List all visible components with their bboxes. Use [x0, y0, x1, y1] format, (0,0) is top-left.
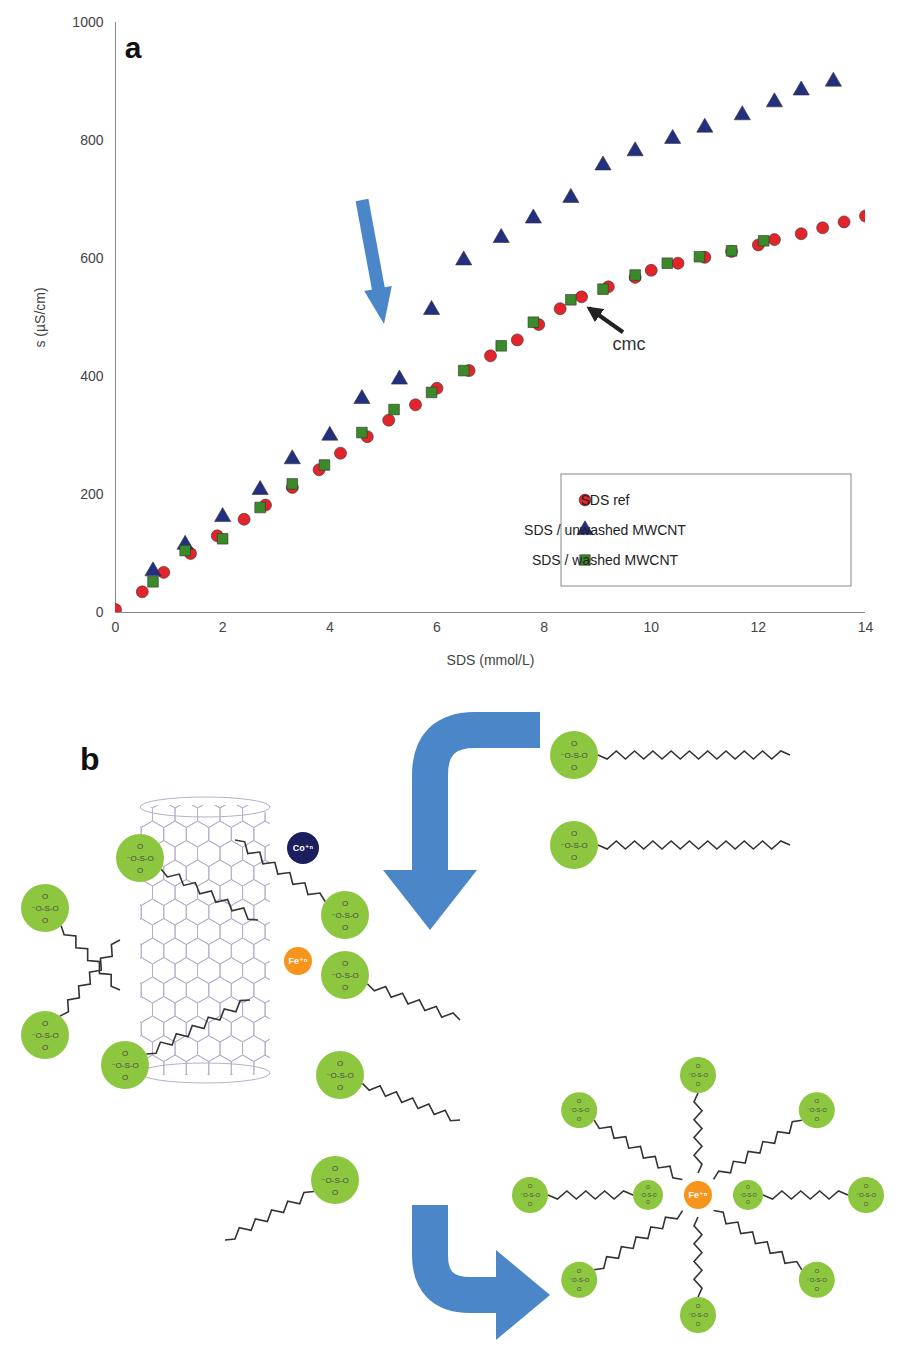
svg-text:⁻O-S-O: ⁻O-S-O — [739, 1192, 756, 1198]
svg-text:O: O — [577, 1286, 582, 1292]
svg-text:⁻O-S-O: ⁻O-S-O — [569, 1107, 590, 1113]
svg-text:⁻O-S-O: ⁻O-S-O — [569, 1277, 590, 1283]
svg-text:⁻O-S-O: ⁻O-S-O — [560, 841, 587, 850]
svg-text:a: a — [125, 31, 142, 64]
svg-text:14: 14 — [858, 619, 874, 635]
svg-text:O: O — [814, 1286, 819, 1292]
svg-text:SDS / unwashed MWCNT: SDS / unwashed MWCNT — [524, 522, 686, 538]
svg-text:⁻O-S-O: ⁻O-S-O — [688, 1312, 709, 1318]
svg-text:400: 400 — [80, 368, 104, 384]
svg-text:O: O — [746, 1199, 750, 1205]
svg-text:O: O — [122, 1049, 128, 1058]
svg-text:SDS / washed MWCNT: SDS / washed MWCNT — [532, 552, 679, 568]
svg-text:Co⁺ⁿ: Co⁺ⁿ — [293, 843, 314, 853]
svg-text:O: O — [42, 892, 48, 901]
svg-text:6: 6 — [433, 619, 441, 635]
svg-text:⁻O-S-O: ⁻O-S-O — [856, 1192, 877, 1198]
svg-text:Fe⁺ⁿ: Fe⁺ⁿ — [689, 1190, 708, 1200]
svg-text:1000: 1000 — [72, 14, 103, 30]
svg-text:O: O — [137, 866, 143, 875]
svg-text:⁻O-S-O: ⁻O-S-O — [807, 1277, 828, 1283]
svg-text:O: O — [332, 1188, 338, 1197]
svg-text:O: O — [577, 1268, 582, 1274]
svg-text:O: O — [337, 1083, 343, 1092]
svg-text:O: O — [864, 1201, 869, 1207]
svg-text:600: 600 — [80, 250, 104, 266]
svg-text:O: O — [814, 1116, 819, 1122]
svg-text:O: O — [696, 1081, 701, 1087]
svg-text:O: O — [696, 1321, 701, 1327]
svg-text:4: 4 — [326, 619, 334, 635]
svg-text:O: O — [342, 899, 348, 908]
svg-text:⁻O-S-O: ⁻O-S-O — [326, 1071, 353, 1080]
svg-text:⁻O-S-O: ⁻O-S-O — [331, 911, 358, 920]
svg-text:0: 0 — [96, 604, 104, 620]
svg-text:2: 2 — [219, 619, 227, 635]
svg-text:8: 8 — [540, 619, 548, 635]
svg-text:SDS ref: SDS ref — [580, 492, 629, 508]
svg-text:Fe⁺ⁿ: Fe⁺ⁿ — [289, 956, 308, 966]
svg-text:O: O — [746, 1184, 750, 1190]
svg-text:O: O — [42, 1043, 48, 1052]
svg-text:⁻O-S-O: ⁻O-S-O — [111, 1061, 138, 1070]
svg-text:O: O — [122, 1073, 128, 1082]
svg-text:⁻O-S-O: ⁻O-S-O — [331, 971, 358, 980]
svg-text:O: O — [42, 1019, 48, 1028]
svg-text:⁻O-S-O: ⁻O-S-O — [639, 1192, 656, 1198]
svg-text:0: 0 — [112, 619, 120, 635]
svg-text:O: O — [814, 1098, 819, 1104]
svg-text:O: O — [571, 739, 577, 748]
svg-text:O: O — [342, 959, 348, 968]
svg-text:O: O — [42, 916, 48, 925]
svg-text:O: O — [571, 829, 577, 838]
svg-text:O: O — [696, 1303, 701, 1309]
svg-text:12: 12 — [751, 619, 767, 635]
svg-text:O: O — [571, 763, 577, 772]
svg-text:O: O — [342, 983, 348, 992]
svg-text:b: b — [80, 741, 100, 777]
svg-text:O: O — [577, 1116, 582, 1122]
svg-text:O: O — [696, 1063, 701, 1069]
svg-text:O: O — [528, 1183, 533, 1189]
svg-text:O: O — [646, 1199, 650, 1205]
svg-text:O: O — [646, 1184, 650, 1190]
svg-text:O: O — [528, 1201, 533, 1207]
svg-text:O: O — [137, 842, 143, 851]
svg-text:⁻O-S-O: ⁻O-S-O — [126, 854, 153, 863]
svg-text:⁻O-S-O: ⁻O-S-O — [560, 751, 587, 760]
svg-text:O: O — [337, 1059, 343, 1068]
svg-text:⁻O-S-O: ⁻O-S-O — [321, 1176, 348, 1185]
svg-text:200: 200 — [80, 486, 104, 502]
svg-text:⁻O-S-O: ⁻O-S-O — [520, 1192, 541, 1198]
svg-text:⁻O-S-O: ⁻O-S-O — [31, 904, 58, 913]
svg-text:O: O — [332, 1164, 338, 1173]
svg-text:O: O — [342, 923, 348, 932]
svg-text:⁻O-S-O: ⁻O-S-O — [807, 1107, 828, 1113]
svg-text:O: O — [571, 853, 577, 862]
svg-text:⁻O-S-O: ⁻O-S-O — [688, 1072, 709, 1078]
svg-text:800: 800 — [80, 132, 104, 148]
svg-text:⁻O-S-O: ⁻O-S-O — [31, 1031, 58, 1040]
svg-text:cmc: cmc — [613, 334, 646, 354]
svg-text:O: O — [814, 1268, 819, 1274]
svg-text:O: O — [577, 1098, 582, 1104]
svg-text:SDS (mmol/L): SDS (mmol/L) — [447, 652, 535, 668]
svg-text:s (µS/cm): s (µS/cm) — [32, 287, 48, 347]
svg-text:10: 10 — [643, 619, 659, 635]
svg-text:O: O — [864, 1183, 869, 1189]
